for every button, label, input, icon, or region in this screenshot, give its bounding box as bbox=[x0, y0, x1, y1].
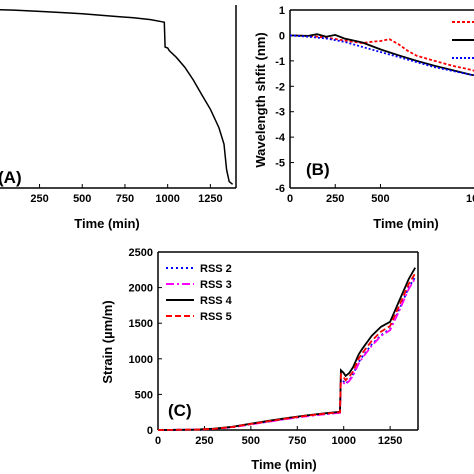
panel-b-series-line-1 bbox=[289, 34, 474, 72]
panel-c-legend-label: RSS 2 bbox=[200, 263, 232, 275]
panel-b-x-tick-label: 500 bbox=[371, 193, 389, 205]
panel-b-y-tick-label: -3 bbox=[275, 107, 285, 119]
panel-c-x-tick-label: 1000 bbox=[331, 435, 355, 447]
panel-a-series-line-1 bbox=[0, 9, 234, 185]
panel-c-x-tick-label: 500 bbox=[242, 435, 260, 447]
panel-c-y-tick-label: 2500 bbox=[129, 247, 153, 259]
panel-a-x-tick-label: 750 bbox=[116, 193, 134, 205]
panel-c-ylabel: Strain (µm/m) bbox=[100, 300, 115, 383]
panel-a-xlabel: Time (min) bbox=[74, 216, 140, 231]
panel-c-x-tick-label: 1250 bbox=[378, 435, 402, 447]
panel-b-y-tick-label: -4 bbox=[275, 132, 286, 144]
panel-b-xlabel: Time (min) bbox=[373, 216, 439, 231]
panel-b-y-tick-label: -6 bbox=[275, 183, 285, 195]
panel-c-x-tick-label: 0 bbox=[155, 435, 161, 447]
panel-a-x-tick-label: 1000 bbox=[155, 193, 179, 205]
panel-b-ylabel: Wavelength shfit (nm) bbox=[253, 32, 268, 167]
panel-c-x-tick-label: 250 bbox=[195, 435, 213, 447]
panel-c-y-tick-label: 0 bbox=[147, 425, 153, 437]
panel-b-label: (B) bbox=[306, 160, 330, 179]
panel-a-x-tick-label: 250 bbox=[30, 193, 48, 205]
panel-b-x-tick-label-partial: 10 bbox=[466, 193, 474, 205]
panel-c-label: (C) bbox=[168, 401, 192, 420]
panel-c-series-line-4 bbox=[157, 272, 416, 431]
panel-c-series-line-1 bbox=[157, 276, 416, 431]
panel-b-x-tick-label: 0 bbox=[287, 193, 293, 205]
panel-c-y-tick-label: 1000 bbox=[129, 354, 153, 366]
panel-c-series-line-3 bbox=[157, 267, 416, 431]
panel-c-legend-label: RSS 5 bbox=[200, 311, 232, 323]
panel-b-y-tick-label: -1 bbox=[275, 56, 285, 68]
panel-c-y-tick-label: 500 bbox=[135, 389, 153, 401]
panel-b-x-tick-label: 250 bbox=[326, 193, 344, 205]
panel-b-y-tick-label: 1 bbox=[279, 5, 285, 17]
panel-c-legend-label: RSS 4 bbox=[200, 295, 233, 307]
panel-b-y-tick-label: -5 bbox=[275, 158, 285, 170]
panel-c-legend-label: RSS 3 bbox=[200, 279, 232, 291]
panel-c-chart: (C) Time (min) Strain (µm/m) 0 250 500 750 1… bbox=[100, 247, 419, 472]
panel-b-series-line-2 bbox=[289, 33, 474, 77]
panel-a-x-tick-label: 500 bbox=[73, 193, 91, 205]
panel-a-x-tick-label: 1250 bbox=[198, 193, 222, 205]
panel-b-y-tick-label: -2 bbox=[275, 81, 285, 93]
panel-c-series-line-2 bbox=[157, 277, 416, 431]
panel-b-series-line-3 bbox=[289, 34, 474, 77]
panel-a-label: (A) bbox=[0, 168, 22, 187]
panel-c-xlabel: Time (min) bbox=[251, 457, 317, 472]
panel-c-y-tick-label: 1500 bbox=[129, 318, 153, 330]
panel-b-y-tick-label: 0 bbox=[279, 30, 285, 42]
panel-b-chart: (B) Time (min) Wavelength shfit (nm) 0 25… bbox=[253, 5, 474, 231]
panel-c-x-tick-label: 750 bbox=[288, 435, 306, 447]
panel-a-chart: (A) Time (min) 250 500 750 1000 1250 bbox=[0, 5, 237, 231]
panel-c-y-tick-label: 2000 bbox=[129, 283, 153, 295]
